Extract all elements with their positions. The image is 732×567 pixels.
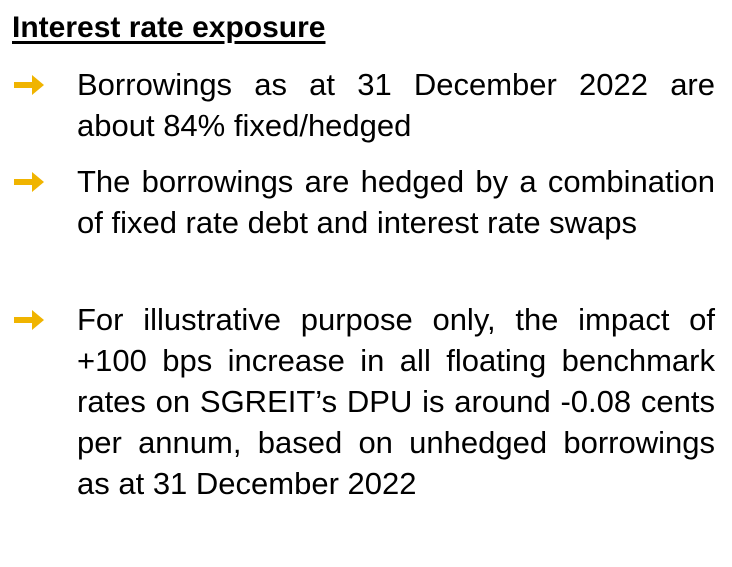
bullet-text: Borrowings as at 31 December 2022 are ab… xyxy=(77,67,715,143)
bullet-text: The borrowings are hedged by a combinati… xyxy=(77,164,715,240)
arrow-icon xyxy=(14,310,44,330)
bullet-text: For illustrative purpose only, the impac… xyxy=(77,302,715,501)
heading: Interest rate exposure xyxy=(12,11,326,44)
arrow-icon xyxy=(14,172,44,192)
arrow-icon xyxy=(14,75,44,95)
